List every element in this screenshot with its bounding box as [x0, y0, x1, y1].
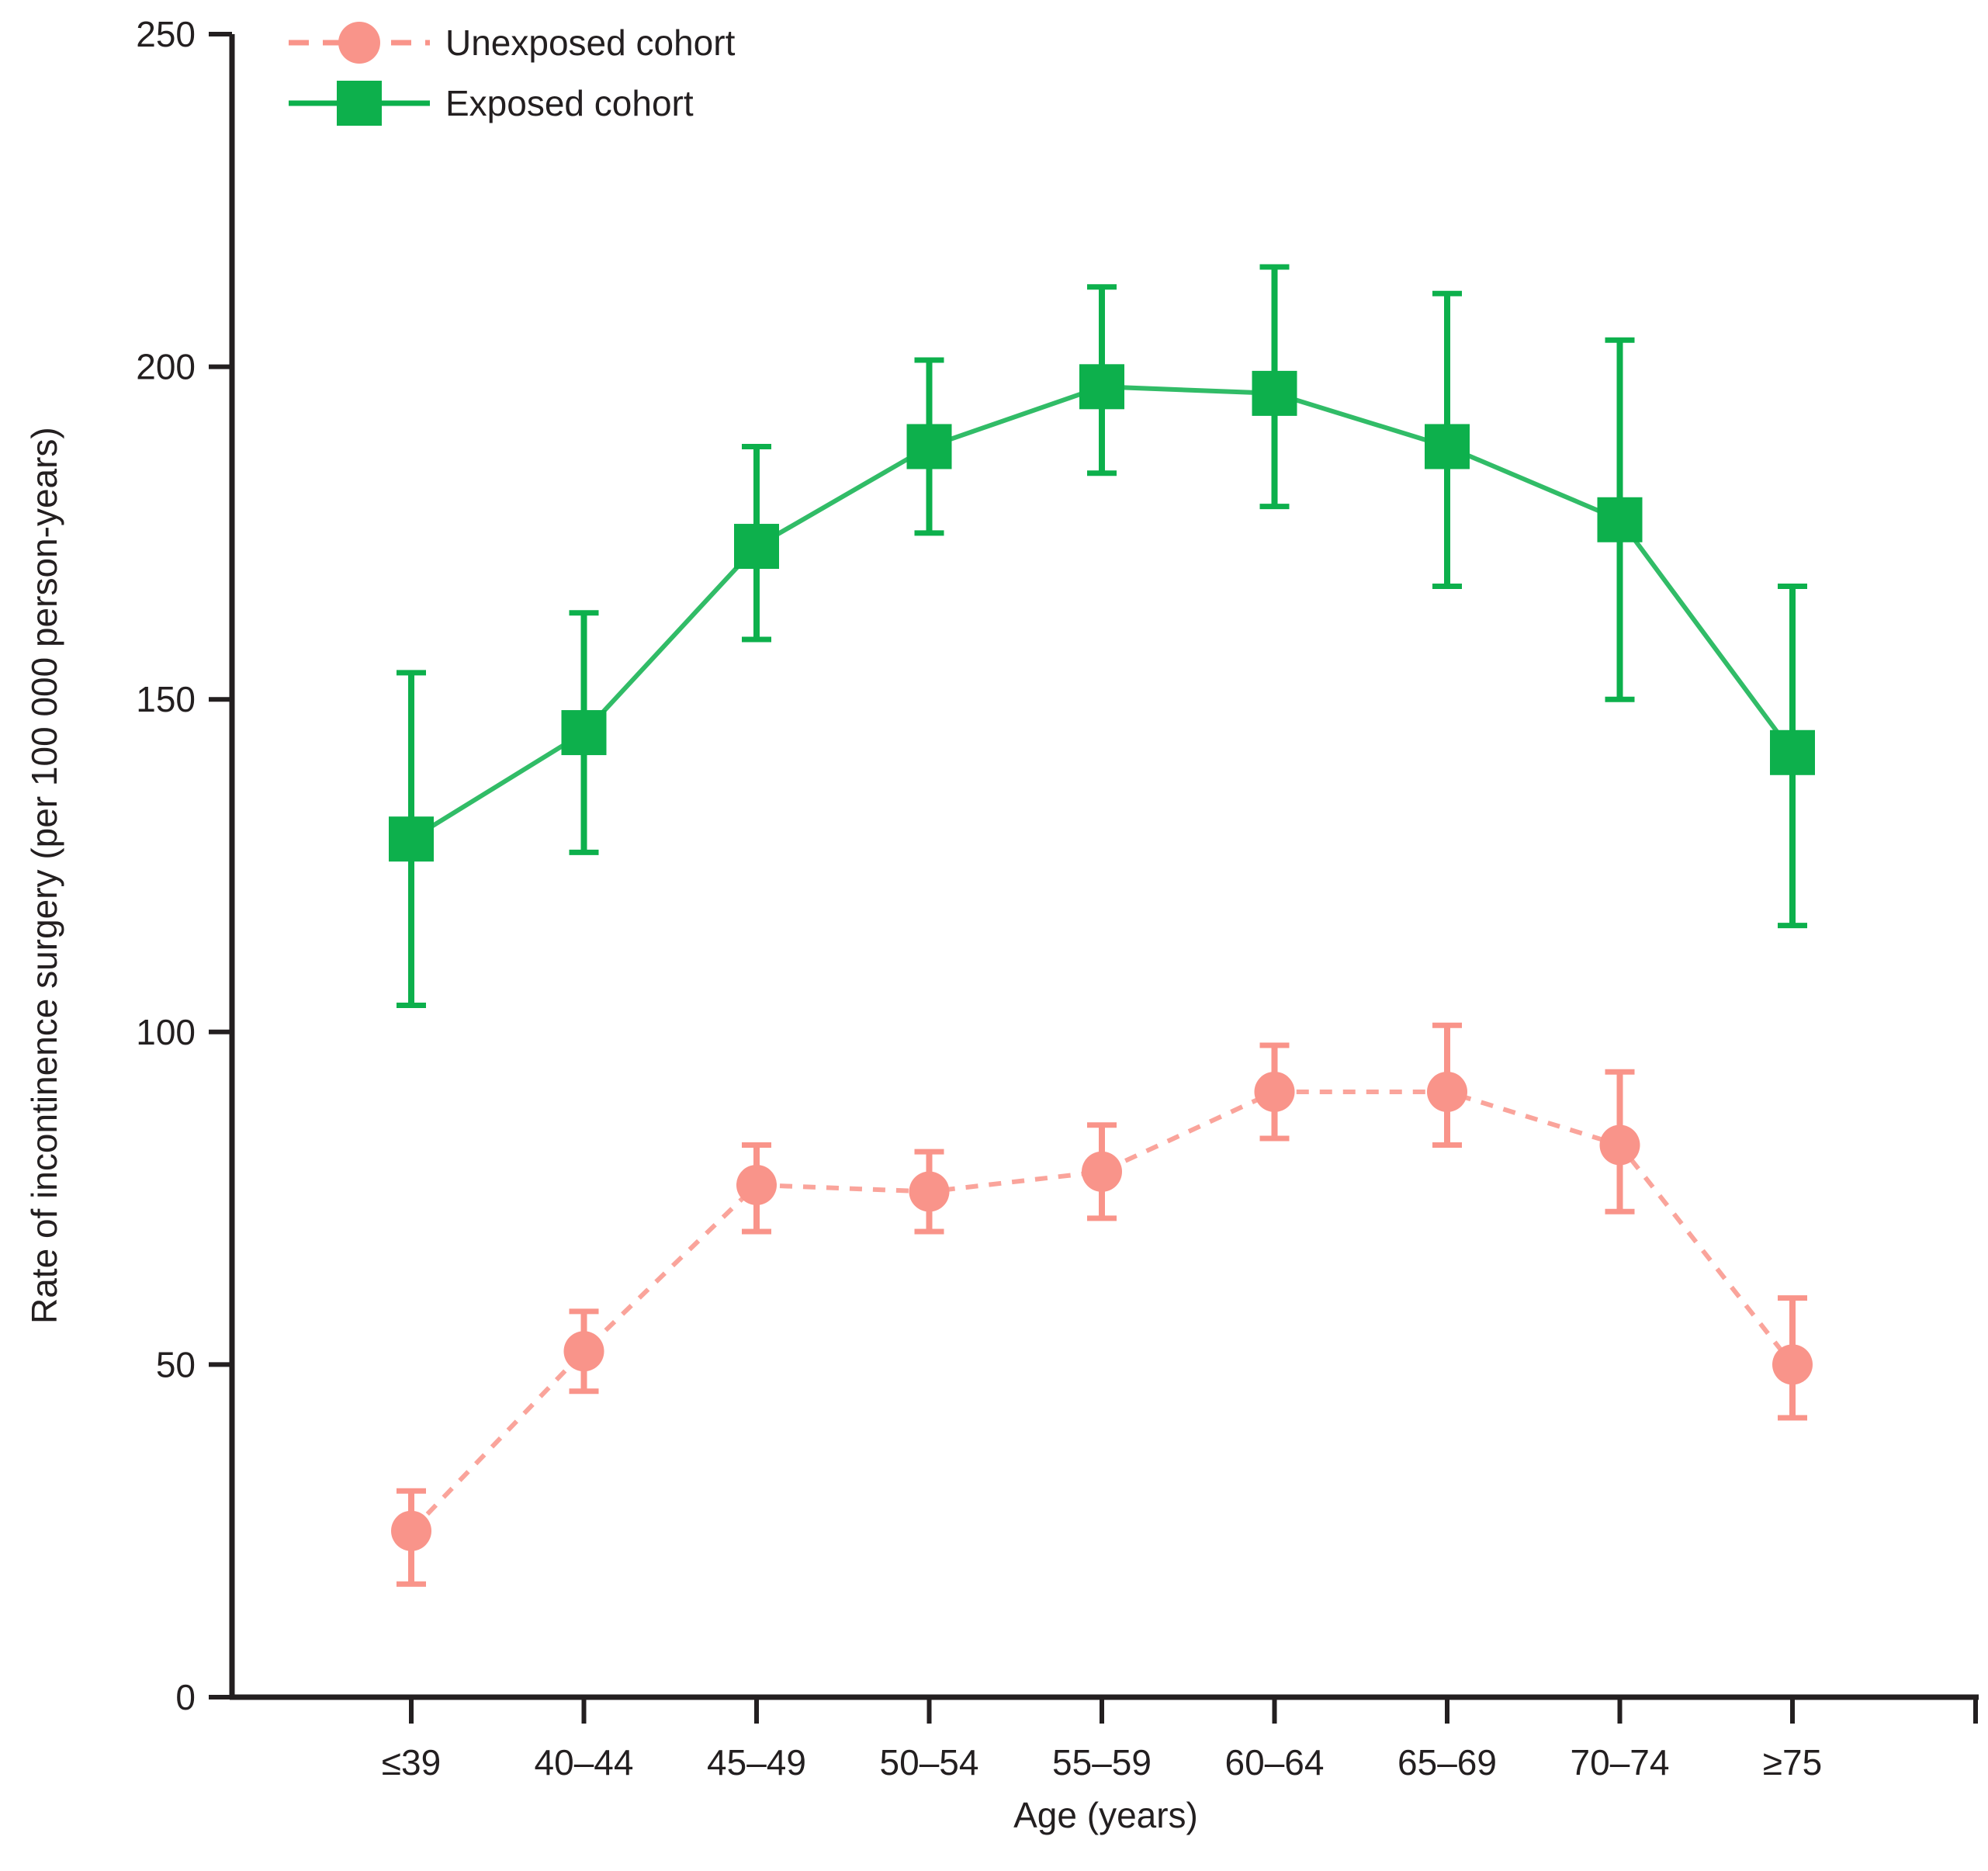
series-line-unexposed-cohort [409, 1089, 1795, 1533]
data-point-exposed-cohort [1079, 364, 1124, 410]
x-tick-label: 40–44 [535, 1742, 634, 1783]
y-tick-label: 0 [175, 1677, 196, 1717]
y-axis-title: Rate of incontinence surgery (per 100 00… [24, 427, 64, 1324]
data-point-unexposed-cohort [909, 1171, 950, 1212]
legend-square-icon [337, 81, 382, 126]
axes: 0 50 100 150 200 250 ≤39 40–44 45–49 50–54 55–59 60… [136, 14, 1979, 1783]
x-tick-label: 60–64 [1225, 1742, 1325, 1783]
data-point-exposed-cohort [906, 424, 952, 469]
legend-item-unexposed: Unexposed cohort [286, 12, 735, 73]
legend-marker-unexposed-cohort [289, 22, 430, 64]
legend-label-exposed: Exposed cohort [445, 83, 694, 123]
data-point-unexposed-cohort [563, 1331, 604, 1372]
data-point-unexposed-cohort [1599, 1124, 1640, 1166]
legend-item-exposed: Exposed cohort [286, 73, 735, 133]
data-point-unexposed-cohort [1427, 1071, 1467, 1112]
y-tick-label: 150 [136, 679, 196, 719]
data-point-unexposed-cohort [736, 1164, 777, 1205]
series-exposed-cohort [389, 264, 1815, 1009]
legend-circle-icon [338, 22, 380, 64]
x-tick-label: 45–49 [707, 1742, 806, 1783]
data-point-unexposed-cohort [1082, 1151, 1122, 1192]
data-point-exposed-cohort [1425, 424, 1470, 469]
x-tick-label: 65–69 [1397, 1742, 1497, 1783]
data-point-exposed-cohort [734, 524, 779, 570]
legend-label-unexposed: Unexposed cohort [445, 23, 736, 63]
data-point-exposed-cohort [561, 710, 607, 756]
x-tick-label: ≤39 [382, 1742, 441, 1783]
series-unexposed-cohort [391, 1022, 1813, 1587]
legend-marker-exposed-cohort [289, 81, 430, 126]
x-tick-label: 55–59 [1052, 1742, 1152, 1783]
y-tick-label: 200 [136, 347, 196, 387]
x-tick-label: 70–74 [1571, 1742, 1670, 1783]
data-point-unexposed-cohort [391, 1510, 431, 1551]
x-tick-label: 50–54 [880, 1742, 979, 1783]
data-point-exposed-cohort [1252, 370, 1297, 416]
data-point-exposed-cohort [389, 816, 434, 862]
y-tick-label: 50 [156, 1344, 196, 1384]
y-tick-label: 100 [136, 1012, 196, 1052]
x-axis-title: Age (years) [1013, 1795, 1198, 1835]
data-point-unexposed-cohort [1772, 1344, 1813, 1385]
data-point-exposed-cohort [1597, 497, 1643, 542]
data-point-unexposed-cohort [1254, 1071, 1295, 1112]
x-tick-label: ≥75 [1763, 1742, 1822, 1783]
data-point-exposed-cohort [1770, 729, 1815, 775]
y-tick-label: 250 [136, 14, 196, 54]
legend: Unexposed cohort Exposed cohort [286, 12, 735, 133]
